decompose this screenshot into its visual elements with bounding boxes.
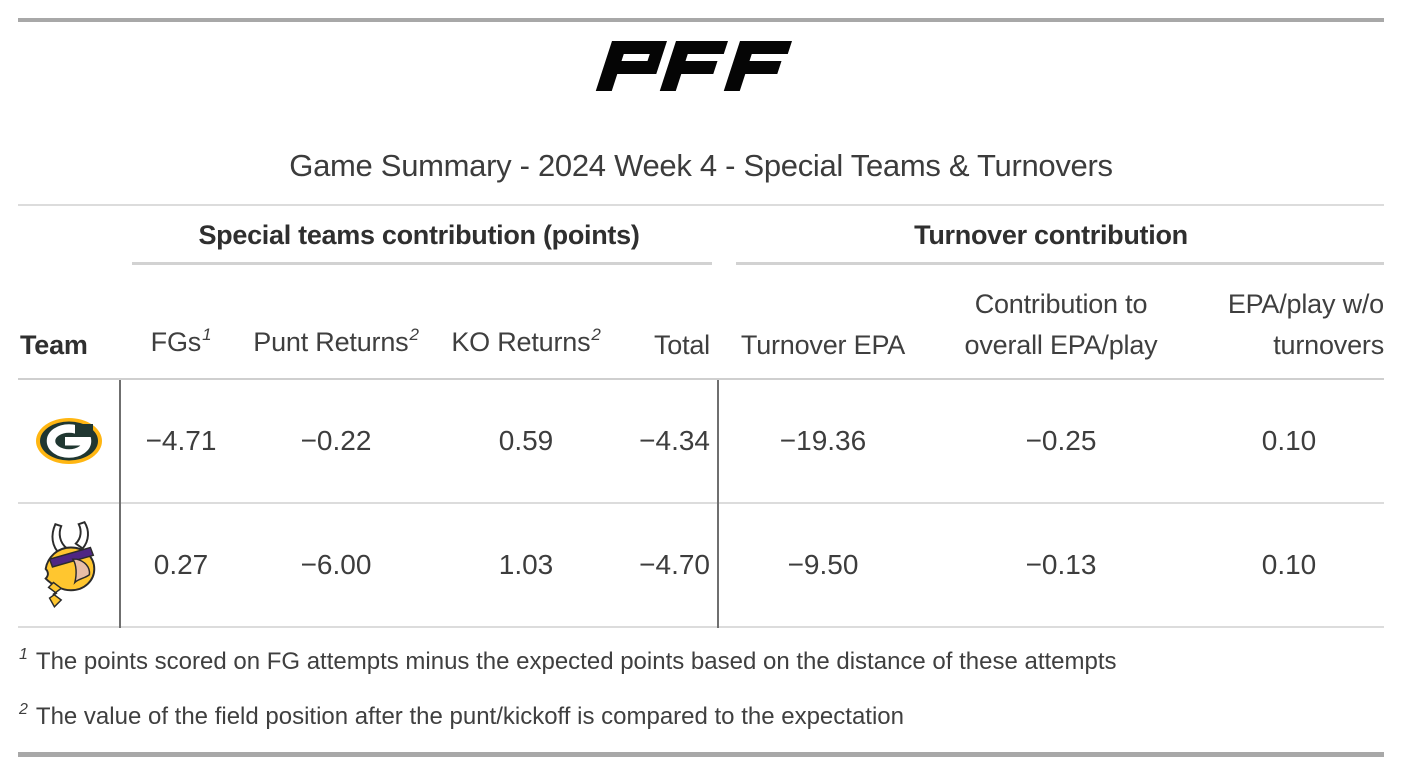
group-turnover: Turnover contribution	[718, 220, 1384, 265]
group-special-teams: Special teams contribution (points)	[120, 220, 718, 265]
packers-epa-wo-turnovers: 0.10	[1261, 425, 1317, 456]
group-column-divider	[717, 380, 719, 628]
group-turnover-underline	[736, 262, 1384, 265]
vikings-ko-returns: 1.03	[498, 549, 554, 580]
column-header-row: Team FGs1 Punt Returns2 KO Returns2 Tota…	[18, 278, 1384, 366]
packers-turnover-epa: −19.36	[779, 425, 867, 456]
footnote-2-marker: 2	[19, 701, 28, 718]
col-header-contribution: Contribution to overall EPA/play	[964, 289, 1158, 360]
footnote-2-text: The value of the field position after th…	[35, 703, 904, 730]
col-header-fgs: FGs1	[150, 325, 212, 357]
table-row-vikings: 0.27 −6.00 1.03 −4.70 −9.50 −0.13 0.10	[18, 504, 1384, 628]
table-body: −4.71 −0.22 0.59 −4.34 −19.36 −0.25 0.10…	[18, 380, 1384, 628]
packers-logo	[36, 418, 102, 464]
packers-contribution: −0.25	[1025, 425, 1097, 456]
title-divider	[18, 204, 1384, 206]
vikings-logo	[44, 521, 96, 609]
footnote-1-marker: 1	[19, 646, 28, 663]
vikings-epa-wo-turnovers: 0.10	[1261, 549, 1317, 580]
group-turnover-label: Turnover contribution	[914, 220, 1188, 250]
ko-returns-footnote-marker: 2	[591, 325, 601, 344]
pff-logo	[0, 40, 1402, 92]
col-header-punt-returns: Punt Returns2	[253, 325, 419, 357]
col-header-ko-returns: KO Returns2	[451, 325, 601, 357]
column-group-header-row: Special teams contribution (points) Turn…	[18, 220, 1384, 265]
vikings-turnover-epa: −9.50	[787, 549, 859, 580]
packers-fgs: −4.71	[145, 425, 217, 456]
packers-total: −4.34	[639, 425, 710, 456]
fgs-footnote-marker: 1	[202, 325, 212, 344]
bottom-divider	[18, 752, 1384, 757]
packers-team-cell	[18, 417, 120, 465]
pff-logo-icon	[595, 41, 792, 91]
col-header-epa-wo-turnovers: EPA/play w/o turnovers	[1227, 289, 1384, 360]
group-special-teams-label: Special teams contribution (points)	[198, 220, 640, 250]
table-row-packers: −4.71 −0.22 0.59 −4.34 −19.36 −0.25 0.10	[18, 380, 1384, 504]
group-special-teams-underline	[132, 262, 712, 265]
packers-ko-returns: 0.59	[498, 425, 554, 456]
col-header-turnover-epa: Turnover EPA	[740, 330, 906, 360]
footnote-2: 2 The value of the field position after t…	[19, 701, 1385, 731]
vikings-total: −4.70	[639, 549, 710, 580]
vikings-fgs: 0.27	[153, 549, 209, 580]
punt-returns-footnote-marker: 2	[409, 325, 419, 344]
footnote-1-text: The points scored on FG attempts minus t…	[35, 648, 1117, 675]
col-header-total: Total	[653, 330, 710, 360]
top-divider	[18, 18, 1384, 22]
vikings-punt-returns: −6.00	[300, 549, 372, 580]
team-column-divider	[119, 380, 121, 628]
footnote-1: 1 The points scored on FG attempts minus …	[19, 646, 1385, 676]
page-title: Game Summary - 2024 Week 4 - Special Tea…	[289, 148, 1113, 183]
col-header-team: Team	[20, 330, 88, 360]
header-divider	[18, 378, 1384, 380]
vikings-team-cell	[18, 519, 120, 611]
vikings-contribution: −0.13	[1025, 549, 1097, 580]
group-header-spacer	[18, 220, 120, 265]
packers-punt-returns: −0.22	[300, 425, 372, 456]
